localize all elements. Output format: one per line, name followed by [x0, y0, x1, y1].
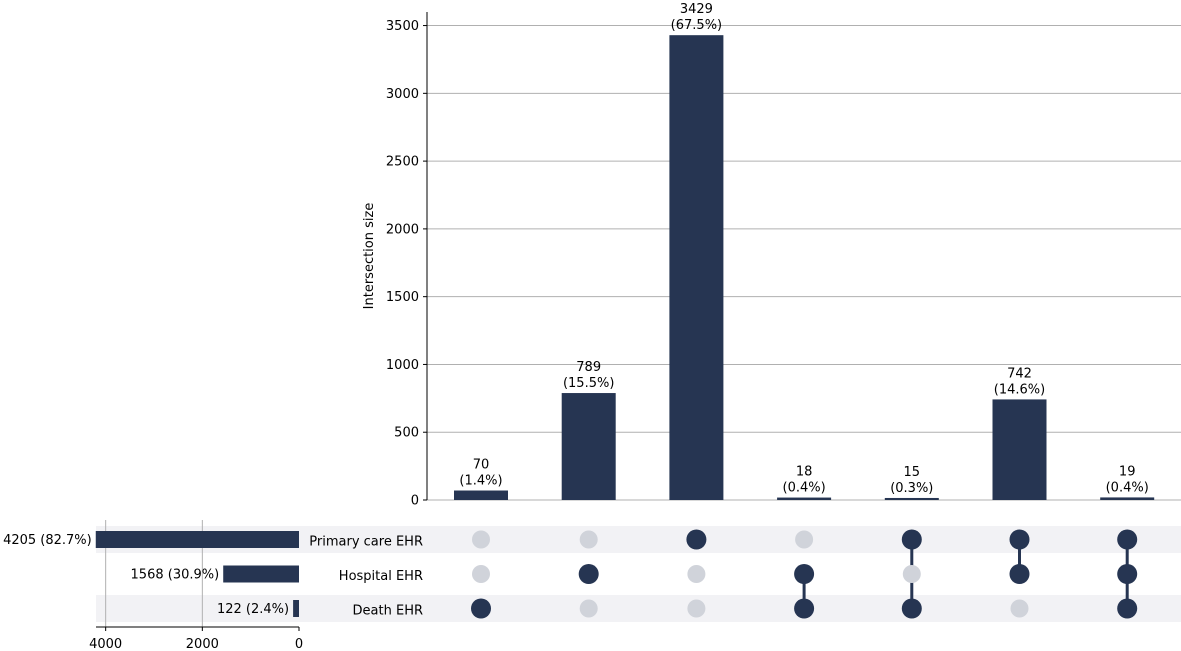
intersection-bar: [669, 35, 724, 501]
y-tick-label: 3000: [386, 87, 419, 102]
membership-dot-active: [794, 564, 815, 584]
intersection-percent-label: (1.4%): [459, 474, 502, 489]
membership-dot-inactive: [1010, 599, 1029, 618]
membership-dot-active: [578, 564, 599, 584]
x-tick-label: 0: [295, 637, 303, 651]
intersection-percent-label: (0.3%): [890, 481, 933, 496]
intersection-count-label: 742: [1007, 366, 1032, 381]
intersection-percent-label: (15.5%): [563, 376, 614, 391]
intersection-bar: [561, 393, 616, 500]
set-row-shading: [96, 526, 1181, 622]
intersection-percent-label: (14.6%): [994, 382, 1045, 397]
membership-dot-inactive: [795, 530, 814, 549]
intersection-percent-label: (0.4%): [783, 481, 826, 496]
membership-dot-active: [901, 598, 922, 619]
y-tick-label: 500: [394, 426, 419, 441]
set-name-label: Hospital EHR: [339, 569, 423, 584]
intersection-bar: [1100, 497, 1155, 500]
intersection-bar: [777, 497, 832, 500]
y-tick-label: 1500: [386, 290, 419, 305]
intersection-gridlines: [427, 25, 1181, 501]
set-name-label: Death EHR: [353, 604, 423, 619]
set-size-bar: [95, 531, 299, 548]
y-tick-label: 0: [411, 494, 419, 509]
membership-matrix: [471, 529, 1138, 619]
x-tick-label: 4000: [89, 637, 122, 651]
membership-dot-active: [1117, 598, 1138, 619]
membership-dot-inactive: [902, 565, 921, 583]
intersection-bars: [454, 35, 1155, 501]
intersection-count-label: 70: [473, 458, 490, 473]
membership-dot-active: [686, 529, 707, 550]
set-size-label: 122 (2.4%): [217, 602, 289, 617]
set-row-shade: [96, 595, 1181, 622]
membership-dot-inactive: [472, 565, 490, 583]
membership-dot-inactive: [687, 599, 706, 618]
y-tick-label: 3500: [386, 19, 419, 34]
intersection-count-label: 3429: [680, 2, 713, 17]
intersection-count-label: 18: [796, 465, 813, 480]
intersection-y-axis-label: Intersection size: [362, 203, 377, 310]
intersection-bar-labels: 70(1.4%)789(15.5%)3429(67.5%)18(0.4%)15(…: [459, 2, 1148, 496]
set-size-label: 4205 (82.7%): [3, 533, 92, 548]
membership-dot-active: [794, 598, 815, 619]
membership-dot-inactive: [579, 530, 598, 549]
set-size-x-axis: 4000 2000 0: [89, 626, 303, 651]
set-size-bar: [223, 565, 299, 583]
membership-dot-inactive: [472, 530, 490, 549]
set-names: Primary care EHR Hospital EHR Death EHR: [309, 535, 423, 619]
set-size-bars: 4205 (82.7%) 1568 (30.9%) 122 (2.4%): [3, 531, 299, 617]
membership-dot-active: [1009, 529, 1030, 550]
intersection-count-label: 19: [1119, 464, 1136, 479]
intersection-bar: [454, 490, 508, 500]
set-name-label: Primary care EHR: [309, 535, 423, 550]
set-size-bar: [293, 600, 299, 617]
intersection-bar: [884, 497, 939, 500]
membership-dot-active: [1009, 564, 1030, 584]
membership-dot-inactive: [687, 565, 706, 583]
membership-dot-active: [1117, 564, 1138, 584]
intersection-percent-label: (67.5%): [671, 18, 722, 33]
x-tick-label: 2000: [186, 637, 219, 651]
set-size-label: 1568 (30.9%): [131, 568, 220, 583]
y-tick-label: 2500: [386, 155, 419, 170]
y-tick-label: 1000: [386, 358, 419, 373]
membership-dot-active: [1117, 529, 1138, 550]
intersection-percent-label: (0.4%): [1106, 480, 1149, 495]
intersection-count-label: 789: [576, 360, 601, 375]
membership-dot-inactive: [579, 599, 598, 618]
intersection-bar: [992, 399, 1047, 500]
membership-dot-active: [901, 529, 922, 550]
intersection-y-axis: 0 500 1000 1500 2000 2500 3000 3500: [386, 12, 428, 509]
y-tick-label: 2000: [386, 222, 419, 237]
membership-dot-active: [471, 598, 491, 619]
intersection-count-label: 15: [904, 465, 921, 480]
